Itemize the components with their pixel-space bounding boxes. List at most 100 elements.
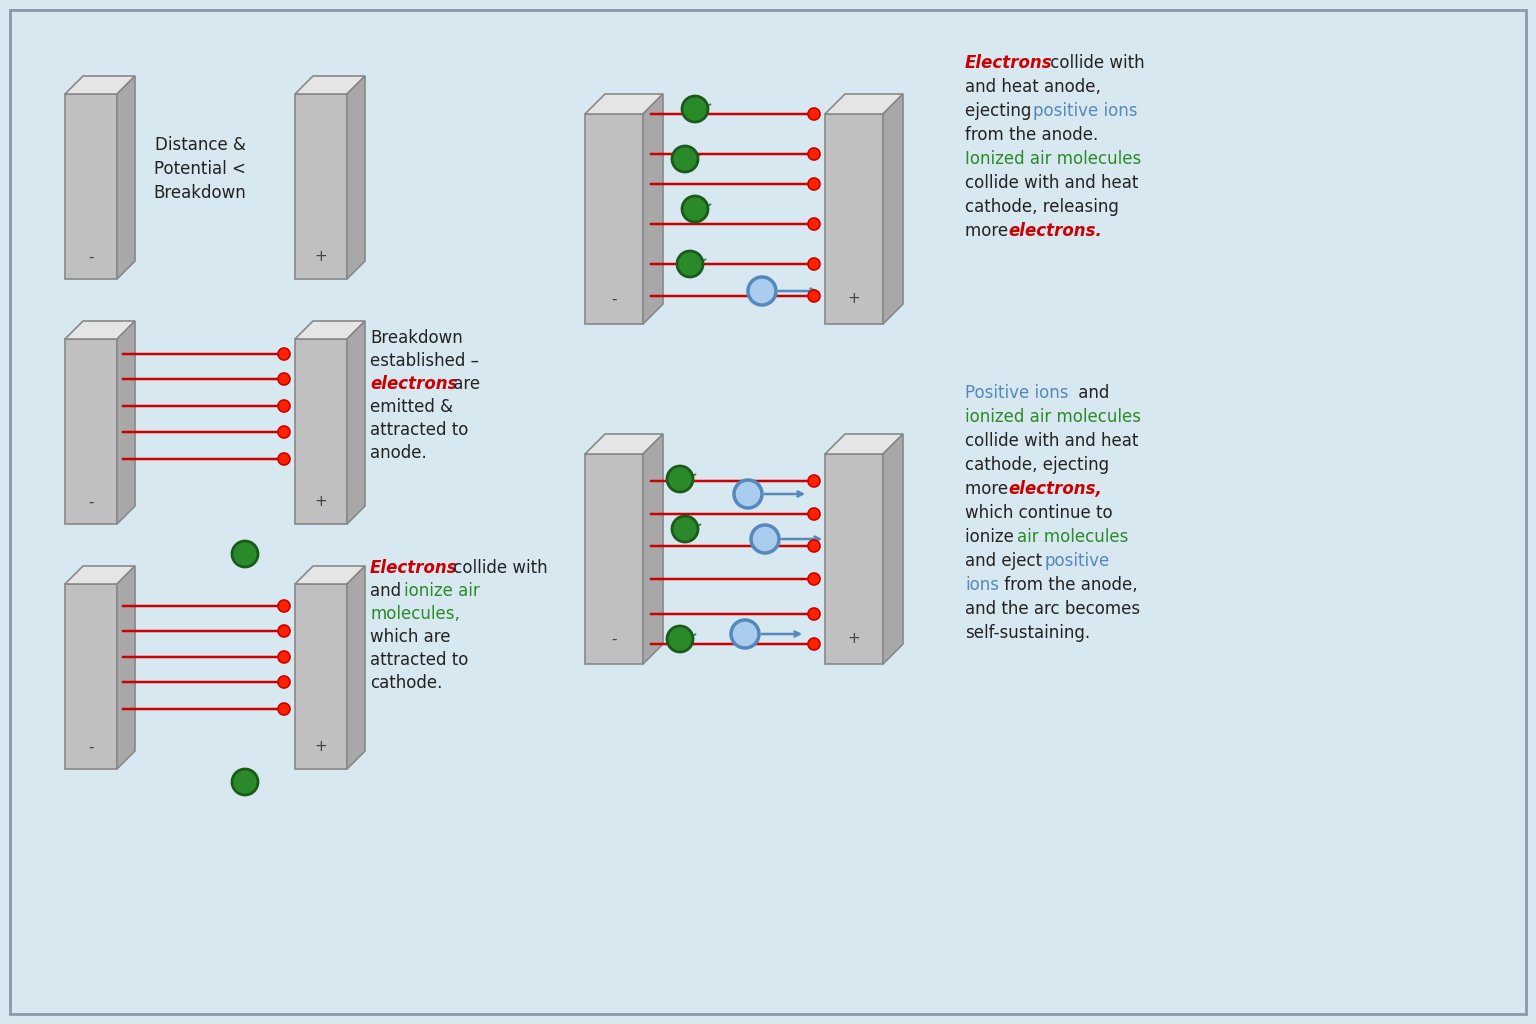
Polygon shape (825, 454, 883, 664)
Text: air molecules: air molecules (1017, 528, 1129, 546)
Circle shape (734, 480, 762, 508)
Polygon shape (883, 94, 903, 324)
Circle shape (808, 148, 820, 160)
Polygon shape (295, 566, 366, 584)
Circle shape (808, 540, 820, 552)
Text: -: - (88, 739, 94, 755)
Text: ionize air: ionize air (404, 582, 479, 600)
Circle shape (731, 620, 759, 648)
Polygon shape (65, 321, 135, 339)
Text: cathode, ejecting: cathode, ejecting (965, 456, 1109, 474)
Circle shape (278, 625, 290, 637)
Text: +: + (848, 291, 860, 306)
Polygon shape (883, 434, 903, 664)
Text: and: and (1074, 384, 1109, 402)
Polygon shape (295, 584, 347, 769)
Text: attracted to: attracted to (370, 651, 468, 669)
Circle shape (667, 466, 693, 492)
Polygon shape (295, 76, 366, 94)
Circle shape (278, 703, 290, 715)
Text: more: more (965, 480, 1014, 498)
Text: ions: ions (965, 575, 998, 594)
Text: cathode.: cathode. (370, 674, 442, 692)
Circle shape (751, 525, 779, 553)
Polygon shape (585, 94, 664, 114)
Polygon shape (347, 321, 366, 524)
Text: emitted &: emitted & (370, 398, 453, 416)
Circle shape (808, 573, 820, 585)
Circle shape (808, 178, 820, 190)
Text: and the arc becomes: and the arc becomes (965, 600, 1140, 618)
Text: ejecting: ejecting (965, 102, 1037, 120)
Text: -: - (88, 495, 94, 509)
Circle shape (278, 676, 290, 688)
Polygon shape (585, 454, 644, 664)
Text: self-sustaining.: self-sustaining. (965, 624, 1091, 642)
Text: +: + (315, 495, 327, 509)
Polygon shape (65, 566, 135, 584)
Text: are: are (449, 375, 481, 393)
Text: +: + (315, 249, 327, 264)
Text: and eject: and eject (965, 552, 1048, 570)
Text: Distance &
Potential <
Breakdown: Distance & Potential < Breakdown (154, 136, 246, 202)
Circle shape (278, 600, 290, 612)
Circle shape (667, 626, 693, 652)
Polygon shape (825, 434, 903, 454)
Text: electrons: electrons (370, 375, 458, 393)
Text: Electrons: Electrons (370, 559, 458, 577)
Polygon shape (65, 339, 117, 524)
Circle shape (682, 196, 708, 222)
Text: established –: established – (370, 352, 479, 370)
Circle shape (808, 108, 820, 120)
Text: from the anode,: from the anode, (998, 575, 1138, 594)
Text: collide with and heat: collide with and heat (965, 174, 1138, 193)
Text: anode.: anode. (370, 444, 427, 462)
Circle shape (232, 769, 258, 795)
Circle shape (278, 426, 290, 438)
Polygon shape (295, 321, 366, 339)
Text: collide with: collide with (449, 559, 548, 577)
Text: Positive ions: Positive ions (965, 384, 1069, 402)
Polygon shape (825, 114, 883, 324)
Text: -: - (88, 249, 94, 264)
Polygon shape (65, 584, 117, 769)
Circle shape (677, 251, 703, 278)
Text: -: - (611, 632, 617, 646)
Text: molecules,: molecules, (370, 605, 459, 623)
Text: and: and (370, 582, 407, 600)
Text: from the anode.: from the anode. (965, 126, 1098, 144)
Circle shape (673, 516, 697, 542)
Circle shape (278, 373, 290, 385)
Text: collide with and heat: collide with and heat (965, 432, 1138, 450)
Polygon shape (295, 94, 347, 279)
Circle shape (808, 218, 820, 230)
Text: attracted to: attracted to (370, 421, 468, 439)
Text: +: + (848, 632, 860, 646)
Text: -: - (611, 291, 617, 306)
Text: positive: positive (1044, 552, 1111, 570)
Polygon shape (117, 76, 135, 279)
Circle shape (808, 475, 820, 487)
Polygon shape (585, 114, 644, 324)
Polygon shape (347, 566, 366, 769)
Text: ionize: ionize (965, 528, 1018, 546)
Circle shape (808, 638, 820, 650)
Text: ionized air molecules: ionized air molecules (965, 408, 1141, 426)
Circle shape (682, 96, 708, 122)
Polygon shape (644, 94, 664, 324)
Polygon shape (585, 434, 664, 454)
Polygon shape (65, 76, 135, 94)
Text: electrons,: electrons, (1008, 480, 1101, 498)
Circle shape (673, 146, 697, 172)
Circle shape (748, 278, 776, 305)
Text: more: more (965, 222, 1014, 240)
Text: electrons.: electrons. (1008, 222, 1101, 240)
Text: which continue to: which continue to (965, 504, 1112, 522)
Circle shape (278, 400, 290, 412)
Polygon shape (65, 94, 117, 279)
Circle shape (808, 290, 820, 302)
Polygon shape (295, 339, 347, 524)
Circle shape (278, 453, 290, 465)
Text: positive ions: positive ions (1034, 102, 1138, 120)
Polygon shape (347, 76, 366, 279)
